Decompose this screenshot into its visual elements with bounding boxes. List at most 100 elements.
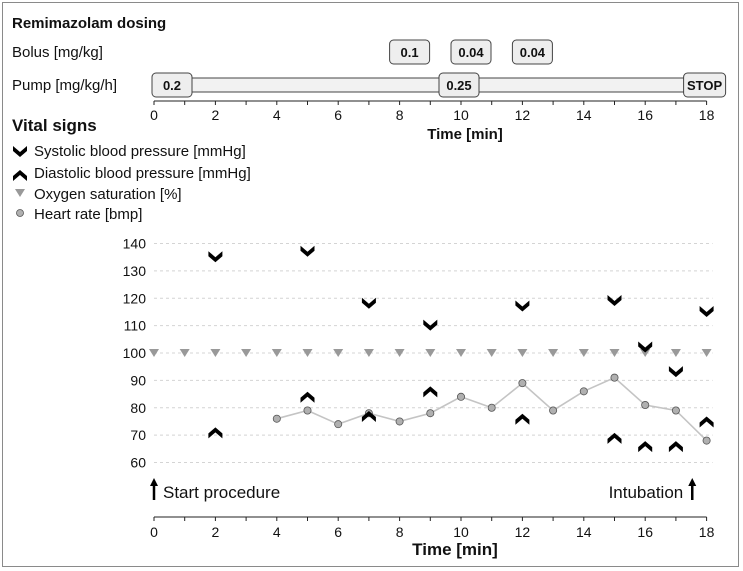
diastolic-point — [361, 410, 376, 422]
legend-label-hr: Heart rate [bmp] — [34, 206, 142, 223]
spo2-point — [333, 349, 344, 357]
x-tick-label: 8 — [396, 524, 404, 540]
legend-marker-hr — [16, 209, 24, 217]
y-tick-label: 90 — [130, 372, 146, 388]
pump-rate-1: 0.25 — [438, 72, 480, 98]
diastolic-point — [208, 427, 223, 439]
x-tick-label: 0 — [150, 524, 158, 540]
x-tick-label: 2 — [212, 524, 220, 540]
bolus-2-label: 0.04 — [520, 45, 546, 60]
dosing-x-tick-label: 0 — [150, 107, 158, 123]
chart-axes: 60 70 80 90 100 110 120 130 140 0 2 4 6 8 10 12 14 16 18 — [123, 236, 715, 541]
start-arrow-icon — [150, 478, 158, 500]
diastolic-point — [300, 391, 315, 403]
chart-marks — [149, 245, 714, 453]
systolic-point — [638, 341, 653, 353]
heart-rate-point — [518, 379, 527, 388]
pump-rate-1-box — [438, 72, 480, 98]
heart-rate-point — [610, 373, 619, 382]
heart-rate-point — [303, 406, 312, 415]
dosing-x-tick-label: 4 — [273, 107, 281, 123]
spo2-point — [701, 349, 712, 357]
bolus-0-box — [389, 39, 431, 65]
pump-rate-0-box — [151, 72, 193, 98]
dosing-x-tick-label: 10 — [453, 107, 469, 123]
pump-rate-0: 0.2 — [151, 72, 193, 98]
heart-rate-point — [641, 401, 650, 410]
bolus-0-label: 0.1 — [401, 45, 419, 60]
y-tick-label: 80 — [130, 400, 146, 416]
chart-x-axis-title: Time [min] — [412, 540, 498, 559]
spo2-point — [425, 349, 436, 357]
pump-rate-0-label: 0.2 — [163, 78, 181, 93]
x-tick-label: 14 — [576, 524, 592, 540]
diastolic-point — [638, 441, 653, 453]
diastolic-point — [699, 416, 714, 428]
dosing-x-tick-label: 8 — [396, 107, 404, 123]
y-tick-label: 100 — [123, 345, 147, 361]
spo2-point — [210, 349, 221, 357]
dosing-x-tick-label: 2 — [212, 107, 220, 123]
pump-row-label: Pump [mg/kg/h] — [12, 77, 117, 94]
systolic-point — [361, 297, 376, 309]
systolic-point — [515, 300, 530, 312]
systolic-point — [699, 305, 714, 317]
heart-rate-point — [579, 387, 588, 396]
heart-rate-point — [487, 403, 496, 412]
pump-rate-2: STOP — [683, 72, 727, 98]
spo2-point — [456, 349, 466, 357]
bolus-2-box — [511, 39, 553, 65]
spo2-point — [486, 349, 497, 357]
dosing-x-tick-label: 12 — [515, 107, 531, 123]
heart-rate-point — [395, 417, 404, 426]
diastolic-point — [668, 441, 683, 453]
heart-rate-point — [456, 392, 465, 401]
chart-grid — [154, 243, 713, 463]
heart-rate-point — [549, 406, 558, 415]
legend-label-dbp: Diastolic blood pressure [mmHg] — [34, 165, 251, 182]
systolic-point — [607, 294, 622, 306]
start-arrow-icon-head — [150, 478, 158, 486]
x-tick-label: 4 — [273, 524, 281, 540]
legend: Systolic blood pressure [mmHg] Diastolic… — [13, 143, 251, 223]
dosing-timeline: 0.2 0.25 STOP 0.1 0.04 0.04 0 2 4 6 8 10 12 14 16 18 — [150, 39, 727, 123]
dosing-x-tick-label: 18 — [699, 107, 715, 123]
x-tick-label: 6 — [334, 524, 342, 540]
pump-rate-2-label: STOP — [687, 78, 722, 93]
spo2-point — [670, 349, 681, 357]
bolus-row-label: Bolus [mg/kg] — [12, 44, 103, 61]
spo2-point — [363, 349, 374, 357]
y-tick-label: 60 — [130, 455, 146, 471]
x-tick-label: 10 — [453, 524, 469, 540]
systolic-point — [423, 319, 438, 331]
bolus-1-label: 0.04 — [458, 45, 484, 60]
chart-annotations: Start procedure Intubation — [150, 478, 697, 502]
heart-rate-point — [426, 409, 435, 418]
y-tick-label: 130 — [123, 263, 147, 279]
pump-bar — [161, 77, 706, 93]
spo2-point — [179, 349, 190, 357]
dosing-x-tick-label: 16 — [637, 107, 653, 123]
y-tick-label: 110 — [124, 318, 147, 334]
dosing-x-tick-label: 14 — [576, 107, 592, 123]
spo2-point — [149, 349, 159, 357]
diastolic-point — [607, 432, 622, 444]
legend-marker-sbp — [13, 146, 27, 157]
heart-rate-point — [702, 436, 711, 445]
spo2-point — [517, 349, 528, 357]
y-tick-label: 140 — [123, 236, 147, 252]
spo2-point — [241, 349, 252, 357]
bolus-0: 0.1 — [389, 39, 431, 65]
vitals-title: Vital signs — [12, 116, 97, 135]
legend-label-spo2: Oxygen saturation [%] — [34, 186, 182, 203]
spo2-point — [271, 349, 282, 357]
systolic-point — [208, 251, 223, 263]
pump-rate-1-label: 0.25 — [446, 78, 471, 93]
start-procedure-label: Start procedure — [163, 483, 280, 502]
intubation-label: Intubation — [609, 483, 684, 502]
spo2-point — [640, 349, 651, 357]
intubation-arrow-icon-head — [688, 478, 697, 486]
y-tick-label: 70 — [130, 427, 146, 443]
x-tick-label: 18 — [699, 524, 715, 540]
